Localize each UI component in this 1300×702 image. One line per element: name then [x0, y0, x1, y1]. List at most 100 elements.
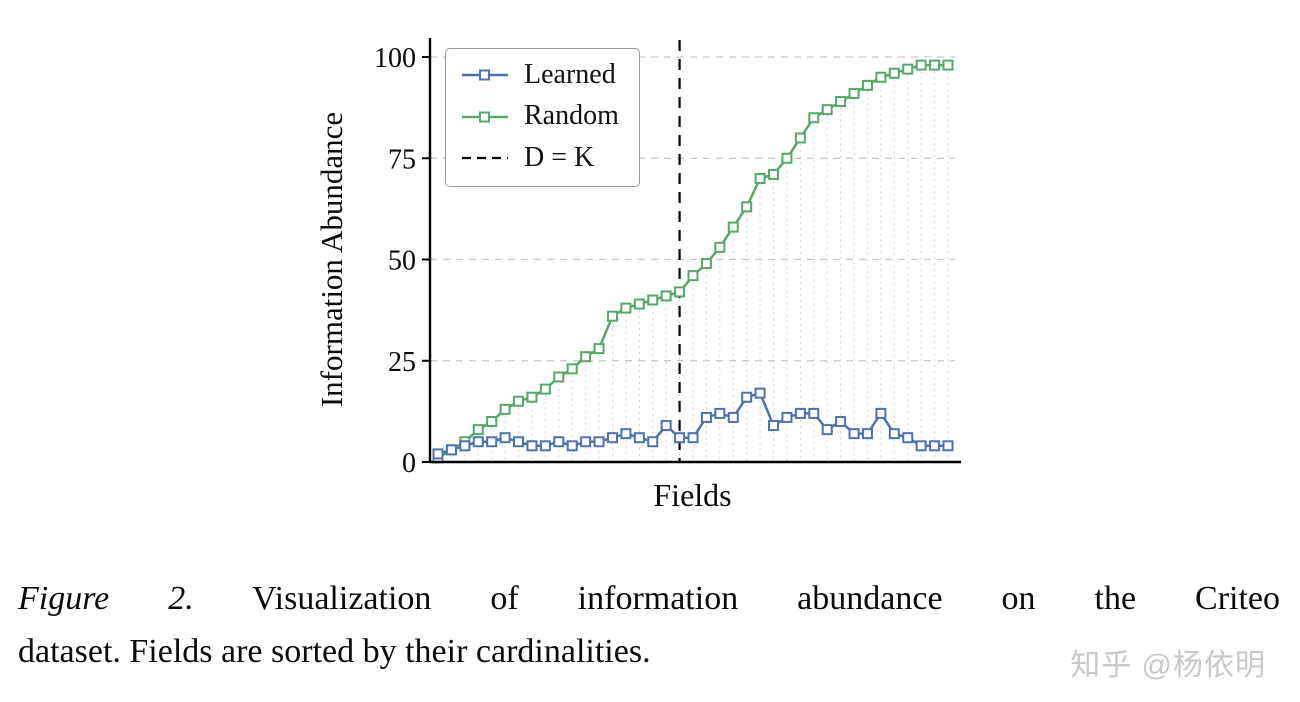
marker-learned — [445, 444, 457, 456]
legend-sample-learned — [462, 69, 508, 81]
marker-random — [821, 104, 833, 116]
marker-learned — [472, 436, 484, 448]
marker-learned — [700, 411, 712, 423]
marker-random — [526, 391, 538, 403]
marker-learned — [768, 420, 780, 432]
figure-caption-line2: dataset. Fields are sorted by their card… — [18, 633, 651, 671]
marker-learned — [808, 407, 820, 419]
figure-caption-label: Figure 2. — [18, 580, 194, 617]
marker-random — [633, 298, 645, 310]
legend-label-random: Random — [524, 100, 619, 132]
y-tick-label: 25 — [388, 347, 416, 378]
marker-random — [499, 403, 511, 415]
marker-random — [848, 87, 860, 99]
figure-caption-text-1: Visualization of information abundance o… — [252, 580, 1280, 617]
marker-random — [553, 371, 565, 383]
marker-random — [620, 302, 632, 314]
marker-learned — [727, 411, 739, 423]
y-axis-label: Information Abundance — [314, 112, 349, 407]
marker-learned — [620, 428, 632, 440]
y-tick-label: 50 — [388, 246, 416, 277]
marker-learned — [741, 391, 753, 403]
marker-random — [566, 363, 578, 375]
y-tick-label: 100 — [374, 43, 416, 74]
marker-random — [741, 201, 753, 213]
marker-learned — [861, 428, 873, 440]
marker-learned — [754, 387, 766, 399]
marker-random — [700, 258, 712, 270]
marker-learned — [513, 436, 525, 448]
marker-random — [808, 112, 820, 124]
marker-learned — [835, 416, 847, 427]
legend-item-learned: Learned — [460, 57, 619, 93]
marker-learned — [848, 428, 860, 440]
marker-learned — [566, 440, 578, 452]
marker-random — [539, 383, 551, 395]
marker-random — [754, 173, 766, 184]
figure-caption-line1: Figure 2. Visualization of information a… — [18, 572, 1280, 625]
marker-random — [781, 152, 793, 164]
marker-learned — [553, 436, 565, 448]
marker-random — [714, 241, 726, 253]
marker-random — [888, 67, 900, 79]
marker-learned — [647, 436, 659, 448]
y-tick-label: 0 — [402, 448, 416, 479]
marker-learned — [580, 436, 592, 448]
marker-random — [768, 168, 780, 180]
marker-random — [687, 270, 699, 282]
marker-random — [580, 351, 592, 363]
figure-caption: Figure 2. Visualization of information a… — [18, 572, 1280, 678]
marker-random — [647, 294, 659, 306]
marker-random — [875, 71, 887, 83]
marker-learned — [459, 440, 471, 452]
marker-learned — [606, 432, 618, 444]
marker-learned — [714, 407, 726, 419]
marker-random — [902, 63, 914, 75]
marker-learned — [929, 440, 941, 452]
marker-random — [486, 416, 498, 427]
marker-learned — [660, 420, 672, 432]
marker-random — [606, 310, 618, 322]
information-abundance-chart: 0 25 50 75 100 Fields Information Abundance — [314, 38, 961, 513]
marker-random — [593, 343, 605, 355]
watermark: 知乎 @杨依明 — [1070, 649, 1266, 682]
marker-learned — [781, 411, 793, 423]
marker-random — [674, 286, 686, 298]
marker-learned — [888, 428, 900, 440]
marker-learned — [942, 440, 954, 452]
y-tick-label: 75 — [388, 144, 416, 175]
marker-learned — [902, 432, 914, 444]
marker-learned — [539, 440, 551, 452]
chart-legend: Learned Random D = K — [445, 48, 640, 188]
legend-sample-random — [462, 111, 508, 123]
legend-marker-random — [479, 111, 490, 123]
marker-learned — [432, 448, 444, 460]
marker-learned — [674, 432, 686, 444]
marker-learned — [794, 407, 806, 419]
marker-random — [929, 59, 941, 71]
marker-learned — [499, 432, 511, 444]
marker-learned — [915, 440, 927, 452]
marker-learned — [875, 407, 887, 419]
marker-random — [861, 79, 873, 91]
marker-random — [794, 132, 806, 144]
marker-random — [660, 290, 672, 302]
marker-learned — [633, 432, 645, 444]
marker-random — [472, 424, 484, 436]
legend-label-dk: D = K — [524, 141, 595, 173]
marker-random — [835, 96, 847, 108]
marker-random — [942, 59, 954, 71]
marker-random — [513, 395, 525, 407]
figure-2-chart: 0 25 50 75 100 Fields Information Abundance Le… — [314, 38, 961, 513]
marker-random — [915, 59, 927, 71]
marker-learned — [687, 432, 699, 444]
marker-learned — [526, 440, 538, 452]
marker-learned — [821, 424, 833, 436]
legend-marker-learned — [479, 69, 490, 81]
legend-item-random: Random — [460, 98, 619, 134]
legend-item-dk: D = K — [460, 140, 619, 176]
x-axis-label: Fields — [653, 477, 731, 513]
marker-learned — [486, 436, 498, 448]
marker-learned — [593, 436, 605, 448]
marker-random — [727, 221, 739, 233]
